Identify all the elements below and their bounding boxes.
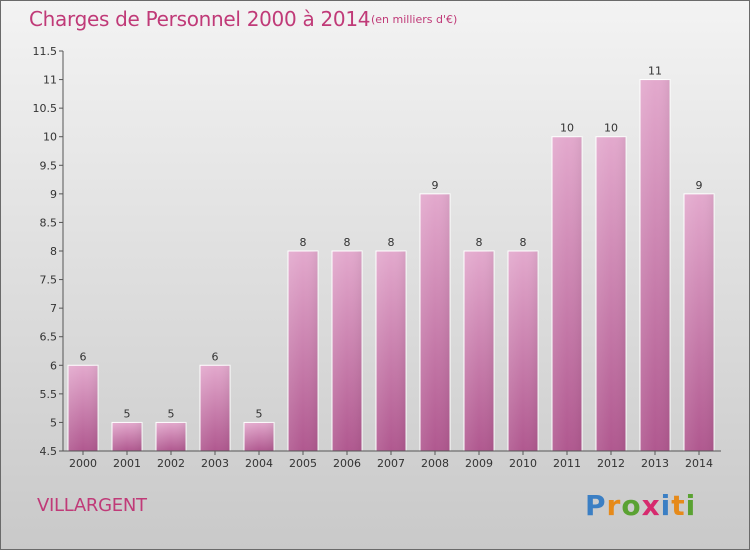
bar-2014 xyxy=(683,193,715,452)
y-tick-label: 9.5 xyxy=(40,159,58,172)
data-label: 10 xyxy=(560,122,574,135)
chart-title: Charges de Personnel 2000 à 2014 xyxy=(29,7,371,31)
y-tick-label: 10.5 xyxy=(33,102,58,115)
logo-letter: P xyxy=(585,489,607,522)
data-label: 9 xyxy=(432,179,439,192)
x-tick-label: 2000 xyxy=(69,457,97,470)
x-tick-label: 2002 xyxy=(157,457,185,470)
data-label: 5 xyxy=(124,407,131,420)
data-label: 5 xyxy=(168,407,175,420)
data-label: 6 xyxy=(80,350,87,363)
x-tick-label: 2004 xyxy=(245,457,273,470)
y-tick-label: 7 xyxy=(50,302,57,315)
data-label: 8 xyxy=(476,236,483,249)
x-tick-label: 2012 xyxy=(597,457,625,470)
x-tick-label: 2001 xyxy=(113,457,141,470)
y-tick-label: 5.5 xyxy=(40,388,58,401)
data-label: 10 xyxy=(604,122,618,135)
bar-2008 xyxy=(419,193,451,452)
x-tick-label: 2006 xyxy=(333,457,361,470)
logo-letter: t xyxy=(671,489,686,522)
bar-2012 xyxy=(595,136,627,452)
x-tick-label: 2014 xyxy=(685,457,713,470)
logo-letter: i xyxy=(685,489,697,522)
x-tick-label: 2011 xyxy=(553,457,581,470)
y-tick-label: 8.5 xyxy=(40,216,58,229)
data-label: 5 xyxy=(256,407,263,420)
bar-2000 xyxy=(67,364,99,452)
logo-letter: r xyxy=(606,489,622,522)
x-tick-label: 2013 xyxy=(641,457,669,470)
data-label: 8 xyxy=(520,236,527,249)
y-tick-label: 11.5 xyxy=(33,45,58,58)
bar-2006 xyxy=(331,250,363,452)
bar-2013 xyxy=(639,79,671,452)
bar-2005 xyxy=(287,250,319,452)
x-tick-label: 2007 xyxy=(377,457,405,470)
data-label: 8 xyxy=(344,236,351,249)
y-tick-label: 5 xyxy=(50,416,57,429)
x-tick-label: 2010 xyxy=(509,457,537,470)
bar-2009 xyxy=(463,250,495,452)
y-tick-label: 6 xyxy=(50,359,57,372)
x-tick-label: 2003 xyxy=(201,457,229,470)
chart-subtitle: (en milliers d'€) xyxy=(371,13,458,26)
y-tick-label: 6.5 xyxy=(40,331,58,344)
town-name: VILLARGENT xyxy=(37,495,147,516)
data-label: 6 xyxy=(212,350,219,363)
y-tick-label: 10 xyxy=(43,131,57,144)
logo-letter: i xyxy=(660,489,672,522)
y-tick-label: 7.5 xyxy=(40,274,58,287)
bar-2004 xyxy=(243,421,275,452)
x-tick-label: 2008 xyxy=(421,457,449,470)
y-tick-label: 11 xyxy=(43,74,57,87)
bar-2011 xyxy=(551,136,583,452)
data-label: 9 xyxy=(696,179,703,192)
proxiti-logo[interactable]: Proxiti xyxy=(585,489,696,522)
bar-2007 xyxy=(375,250,407,452)
x-tick-label: 2009 xyxy=(465,457,493,470)
logo-letter: x xyxy=(641,489,661,522)
axes-group: 2000 2001 2002 2003 2004 2005 2006 2007 2008 2009… xyxy=(33,45,721,470)
bar-2002 xyxy=(155,421,187,452)
data-label: 11 xyxy=(648,65,662,78)
bar-2003 xyxy=(199,364,231,452)
bars-group: 6 5 5 6 5 8 8 8 9 8 8 10 10 11 9 xyxy=(67,65,715,452)
y-tick-label: 8 xyxy=(50,245,57,258)
x-tick-label: 2005 xyxy=(289,457,317,470)
data-label: 8 xyxy=(300,236,307,249)
y-tick-label: 9 xyxy=(50,188,57,201)
bar-2010 xyxy=(507,250,539,452)
y-tick-label: 4.5 xyxy=(40,445,58,458)
bar-2001 xyxy=(111,421,143,452)
logo-letter: o xyxy=(621,489,642,522)
data-label: 8 xyxy=(388,236,395,249)
